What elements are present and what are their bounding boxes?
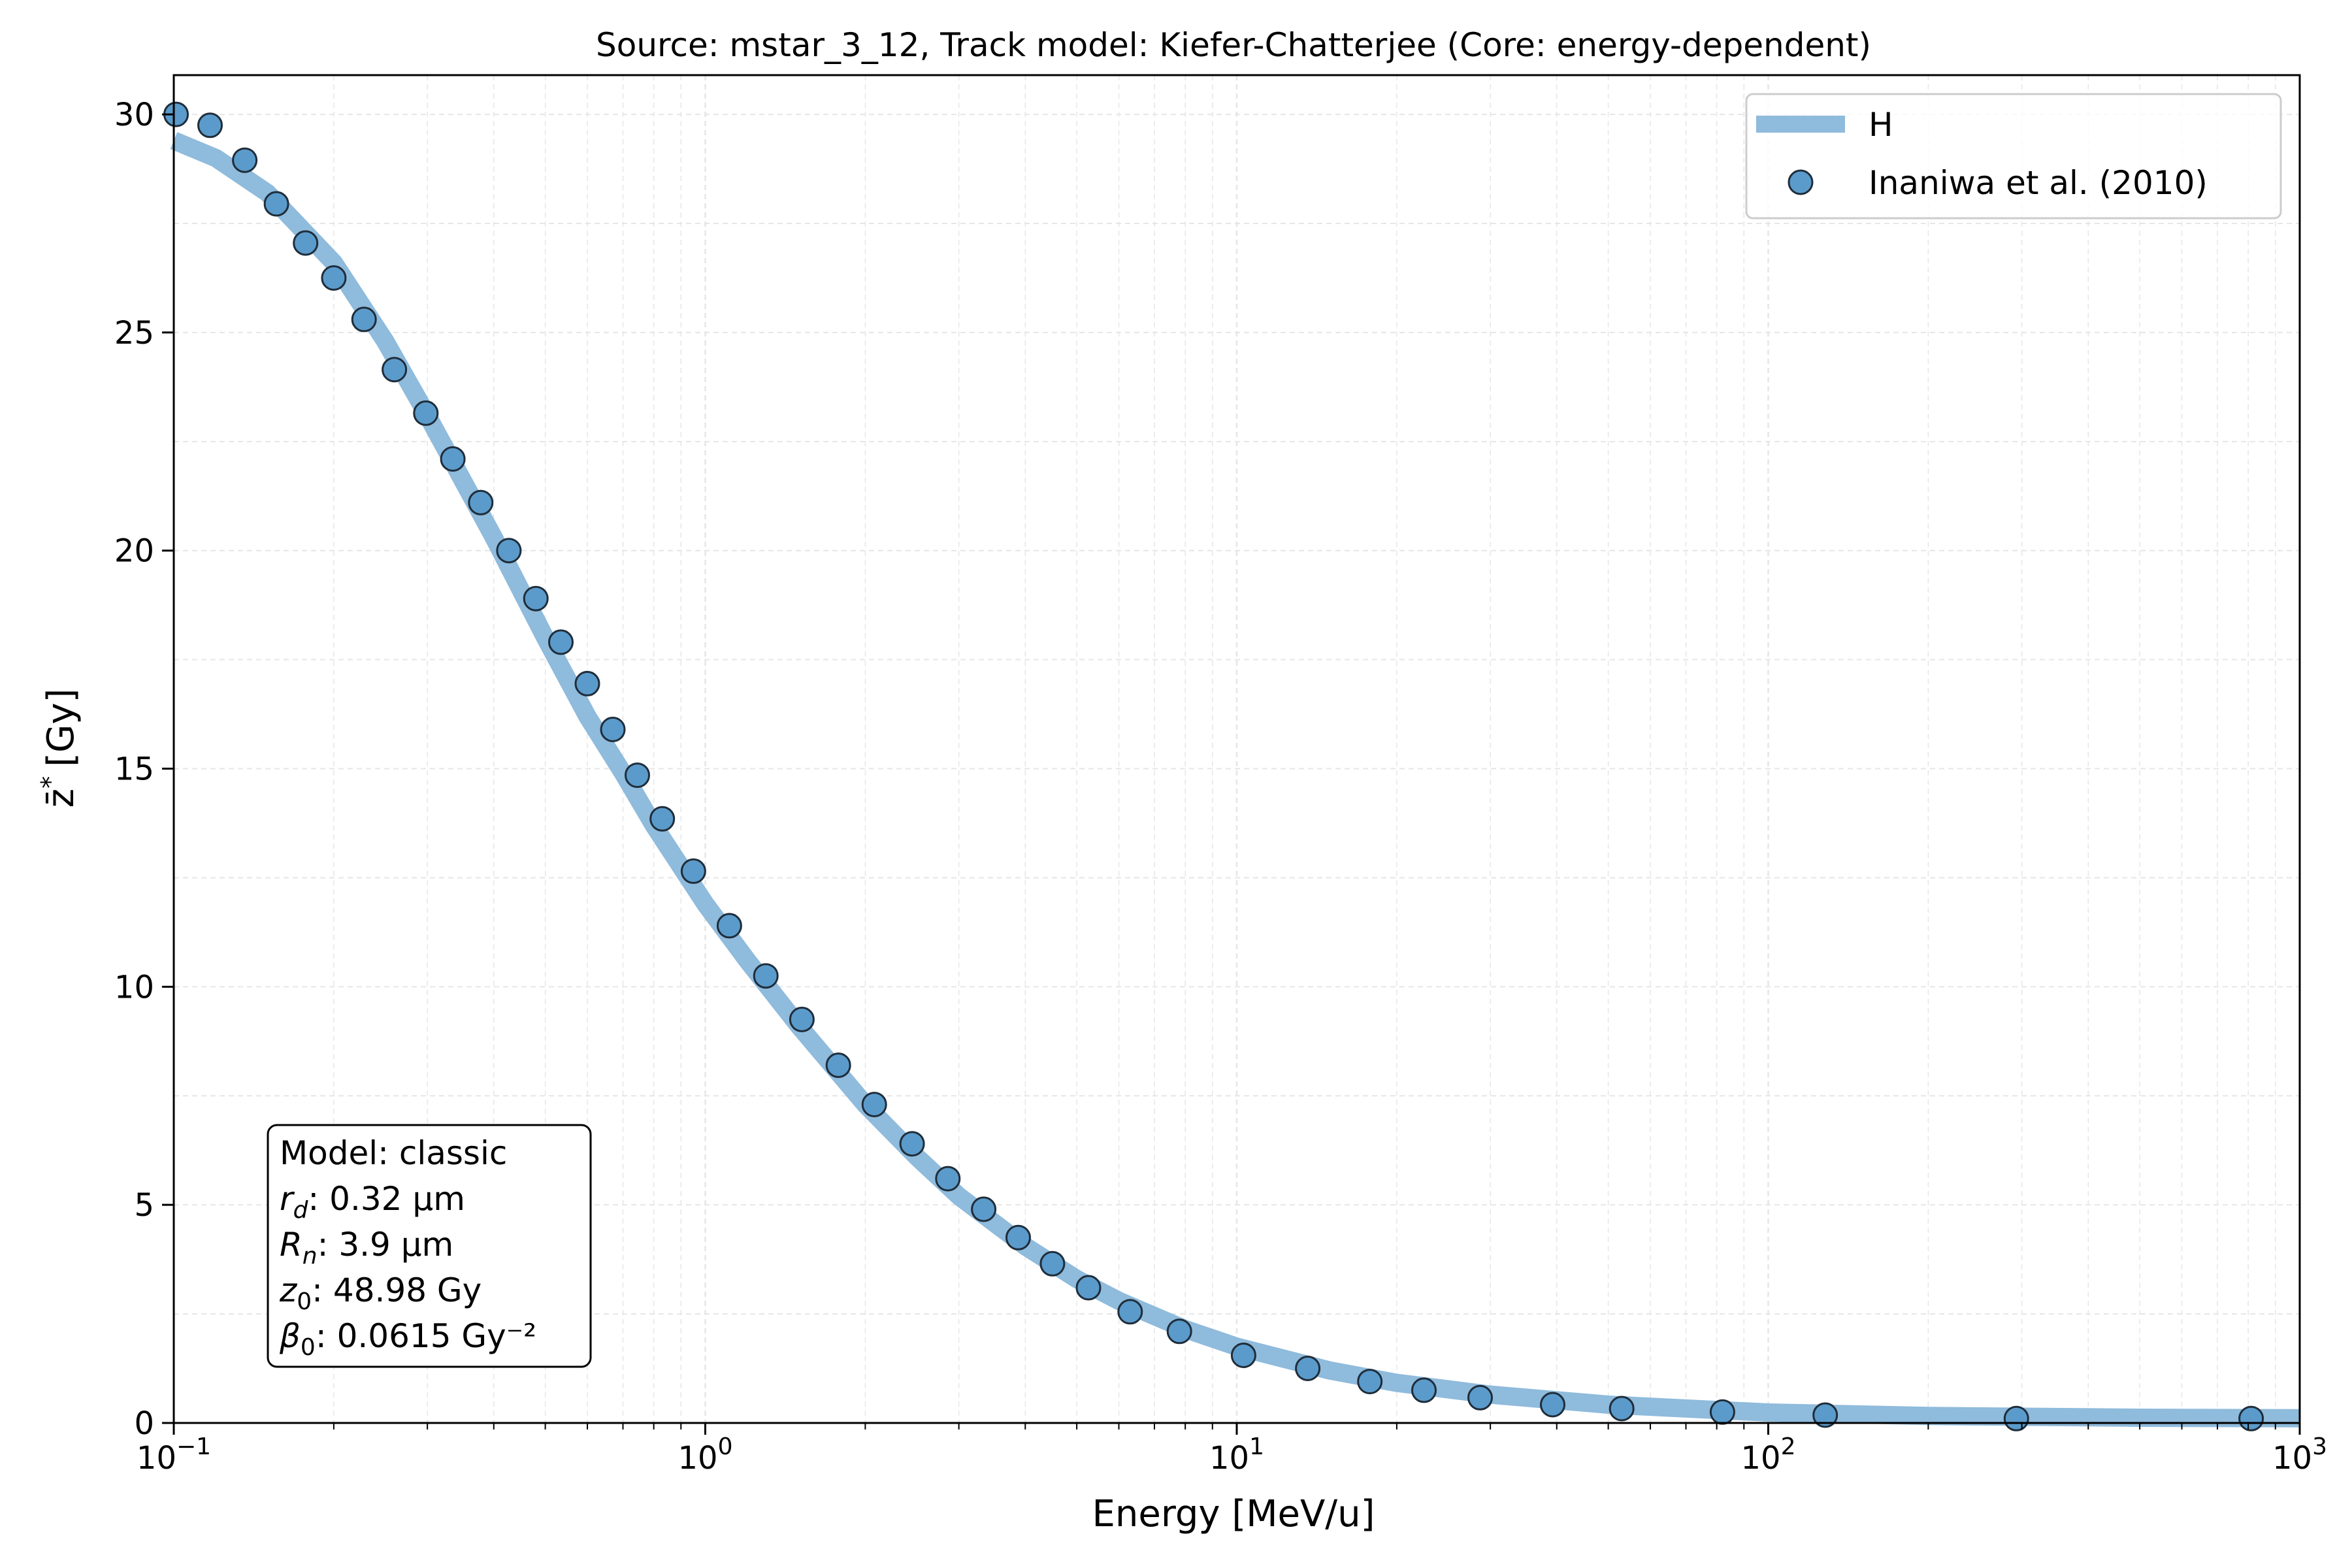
grid (174, 75, 2300, 1423)
data-point (2003, 1405, 2029, 1431)
y-tick-label: 5 (134, 1187, 154, 1224)
data-point (1117, 1299, 1143, 1325)
data-point (1166, 1318, 1192, 1345)
data-point (753, 963, 779, 989)
x-tick-label: 102 (1741, 1433, 1796, 1477)
data-point (1467, 1384, 1493, 1411)
data-point (1039, 1250, 1066, 1277)
y-tick-label: 20 (114, 533, 154, 570)
data-point (321, 265, 347, 291)
data-point (1230, 1343, 1256, 1368)
x-tick-label: 101 (1209, 1433, 1264, 1477)
data-point (1540, 1392, 1565, 1418)
data-point (440, 446, 466, 472)
data-point (1812, 1402, 1838, 1428)
data-point (263, 191, 289, 217)
data-point (1709, 1399, 1735, 1425)
legend-label-h: H (1869, 106, 1893, 144)
data-point (548, 629, 574, 655)
data-point (2238, 1405, 2264, 1431)
data-point (861, 1092, 887, 1118)
series-points-inaniwa (163, 101, 2264, 1431)
x-axis-label: Energy [MeV/u] (1092, 1493, 1375, 1535)
data-point (825, 1053, 851, 1078)
data-point (935, 1166, 961, 1192)
data-point (1411, 1377, 1437, 1403)
data-point (574, 670, 600, 696)
data-point (496, 538, 522, 564)
annotation-rn: Rn: 3.9 µm (280, 1226, 453, 1269)
annotation-model: Model: classic (280, 1134, 507, 1172)
x-tick-label: 100 (678, 1433, 733, 1477)
legend-frame (1745, 93, 2282, 220)
annotation-frame (267, 1124, 592, 1368)
x-tick-label: 10−1 (137, 1433, 211, 1477)
data-point (468, 489, 494, 515)
data-point (649, 806, 676, 832)
y-tick-label: 0 (134, 1405, 154, 1442)
data-point (716, 913, 742, 939)
y-tick-label: 15 (114, 751, 154, 788)
annotation-z0: z0: 48.98 Gy (279, 1271, 482, 1315)
data-point (1295, 1356, 1321, 1381)
legend-marker-swatch (1788, 169, 1814, 195)
data-point (1075, 1275, 1102, 1301)
data-point (413, 400, 439, 426)
x-axis-ticks: 10−1 100 101 102 103 (137, 1423, 2327, 1477)
y-axis-label-sup: * (36, 776, 65, 789)
y-axis-label-symbol: z̄ (40, 789, 82, 808)
x-tick-label: 103 (2272, 1433, 2327, 1477)
y-tick-label: 10 (114, 969, 154, 1005)
data-point (789, 1006, 815, 1032)
data-point (1005, 1224, 1031, 1250)
y-tick-label: 30 (114, 97, 154, 133)
data-point (293, 230, 319, 256)
data-point (1357, 1369, 1383, 1395)
data-point (523, 585, 549, 612)
data-point (351, 306, 377, 333)
chart-title: Source: mstar_3_12, Track model: Kiefer-… (596, 26, 1871, 64)
data-point (1609, 1396, 1635, 1422)
data-point (600, 717, 626, 742)
data-point (899, 1131, 925, 1157)
data-point (232, 147, 258, 173)
data-point (625, 762, 650, 789)
annotation-box: Model: classic rd: 0.32 µm Rn: 3.9 µm z0… (267, 1124, 592, 1368)
legend: H Inaniwa et al. (2010) (1745, 93, 2282, 220)
data-point (680, 858, 706, 884)
data-point (197, 112, 223, 139)
data-point (382, 357, 408, 383)
data-point (971, 1196, 997, 1222)
annotation-rd: rd: 0.32 µm (280, 1180, 465, 1224)
legend-label-inaniwa: Inaniwa et al. (2010) (1869, 164, 2208, 202)
y-axis-ticks: 0 5 10 15 20 25 30 (114, 97, 174, 1442)
y-axis-label-unit: [Gy] (40, 689, 82, 767)
y-axis-label: z̄* [Gy] (36, 689, 82, 808)
annotation-beta0: β0: 0.0615 Gy⁻² (279, 1317, 536, 1361)
y-tick-label: 25 (114, 315, 154, 351)
